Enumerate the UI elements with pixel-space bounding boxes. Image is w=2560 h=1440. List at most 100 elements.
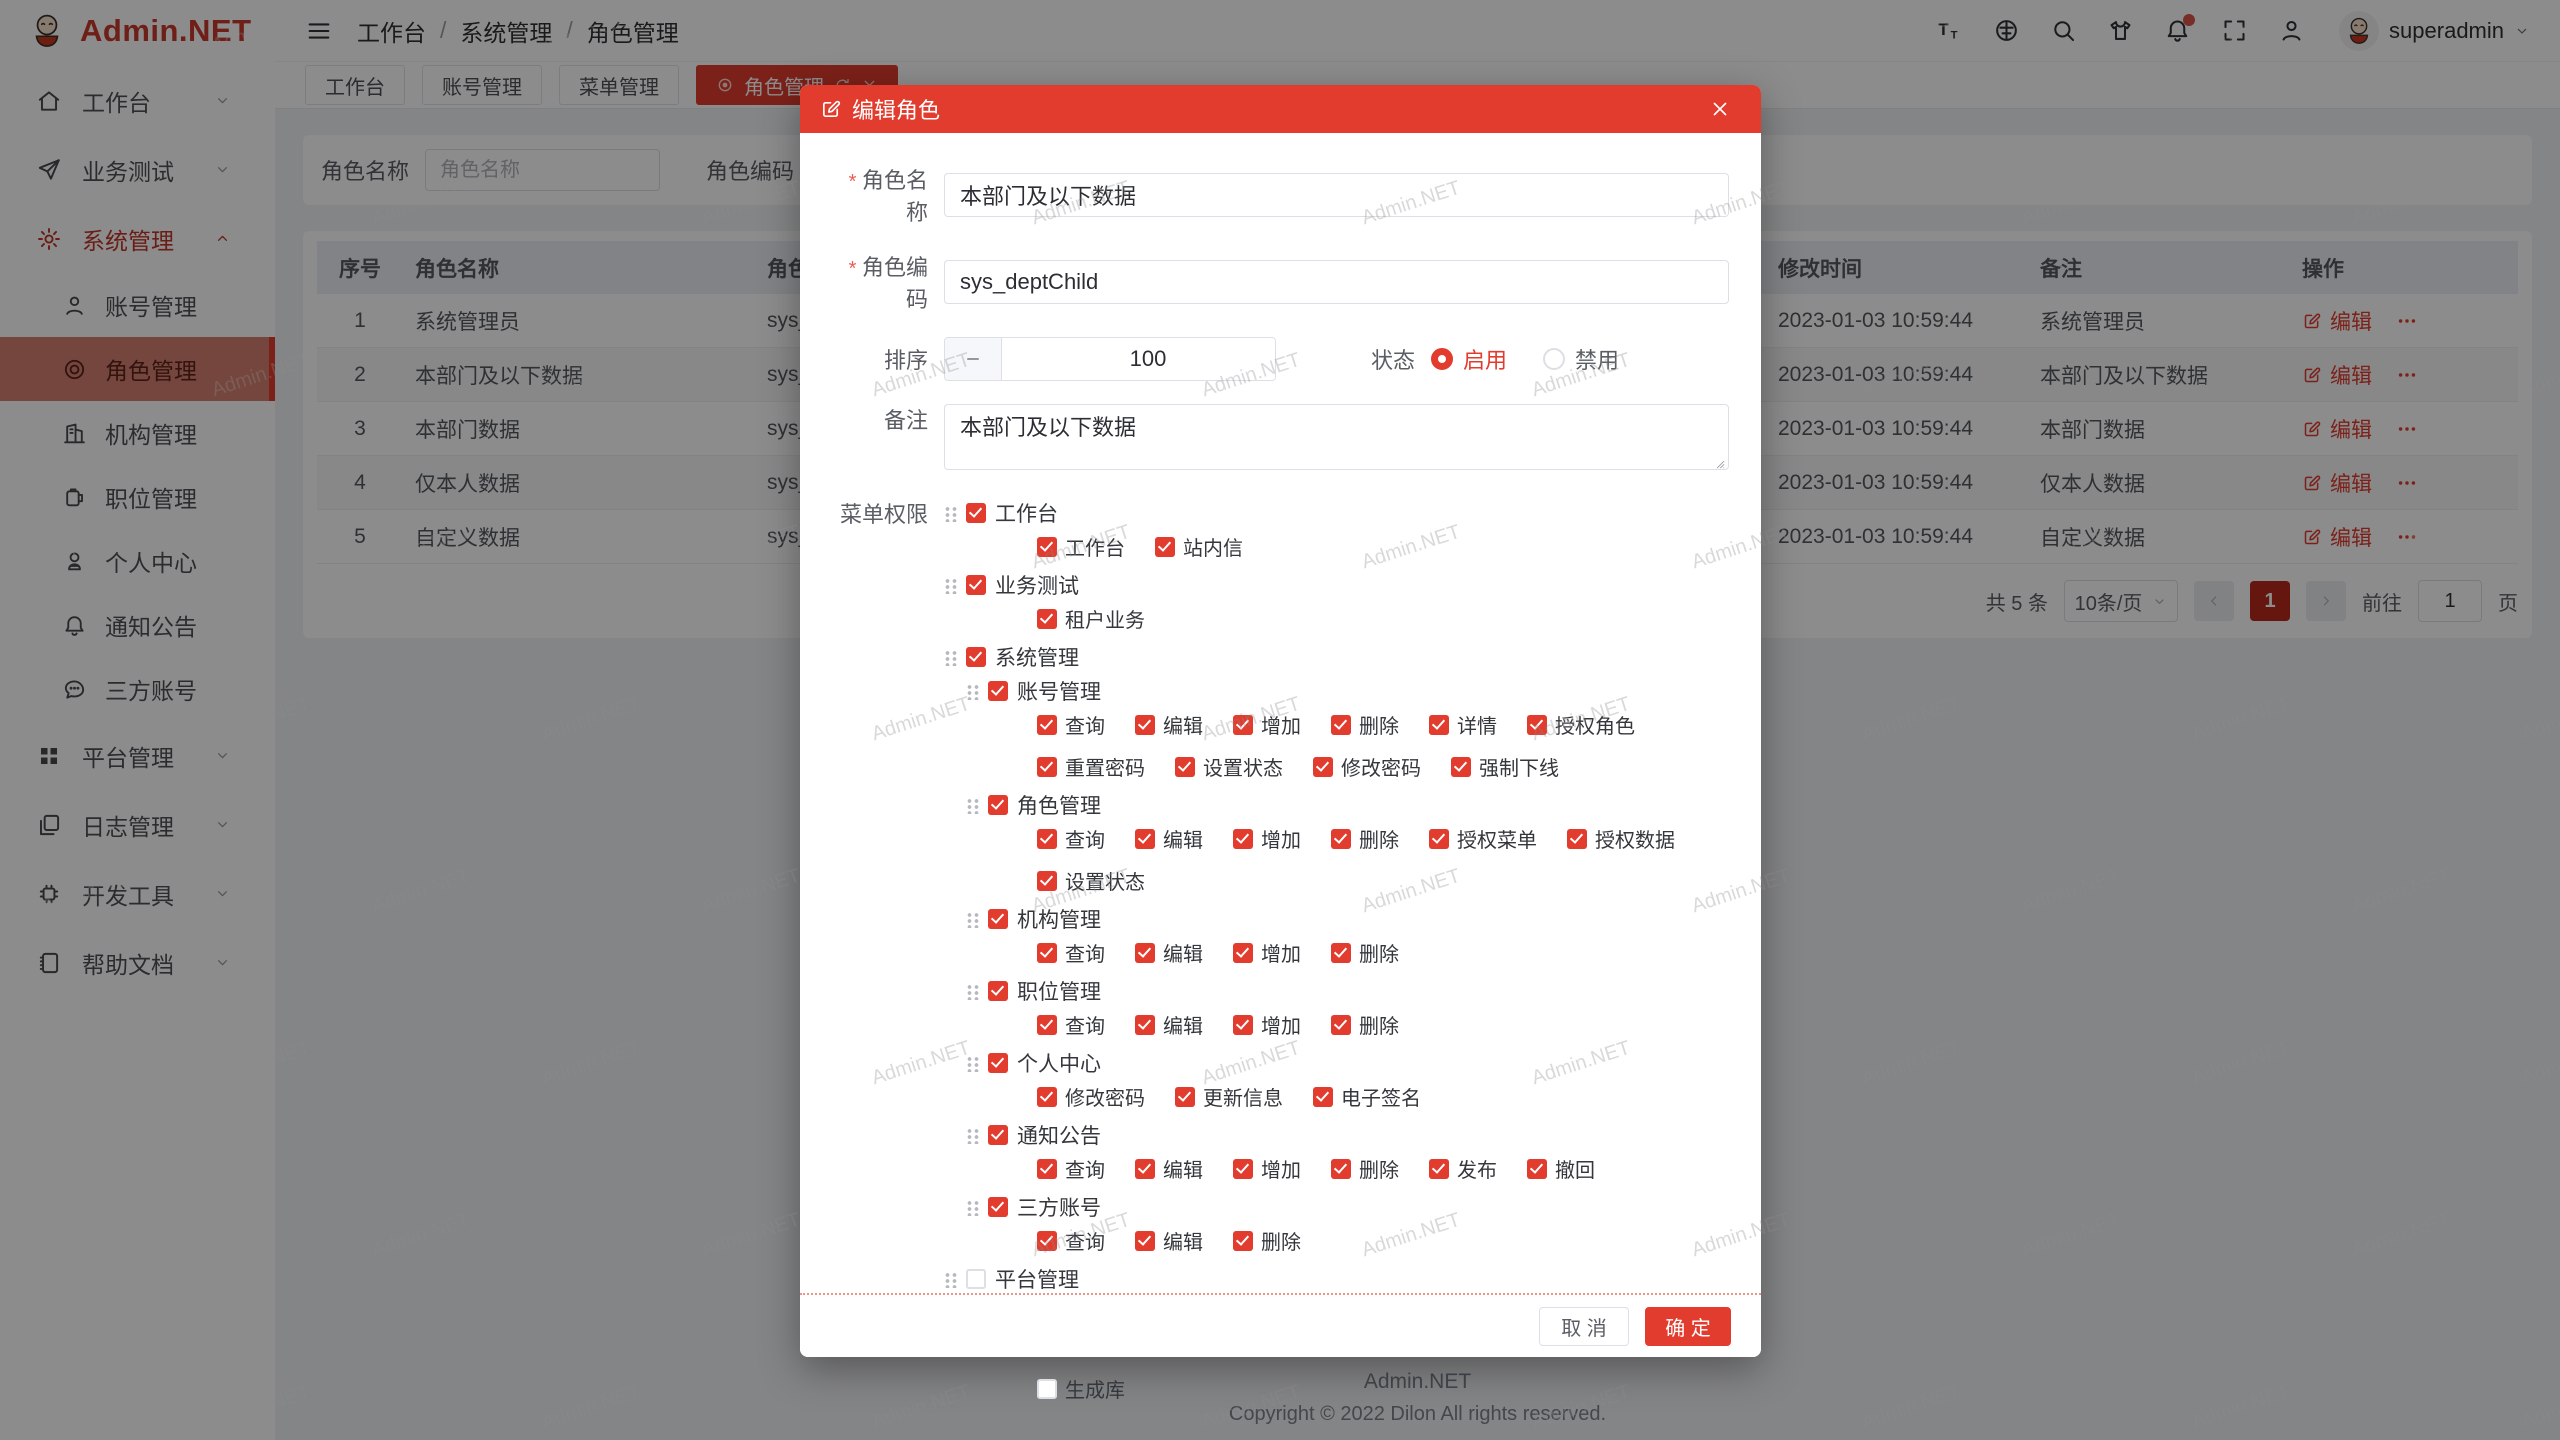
permission-增加[interactable]: 增加 xyxy=(1233,1010,1301,1039)
permission-编辑[interactable]: 编辑 xyxy=(1135,938,1203,967)
tree-node-label[interactable]: 三方账号 xyxy=(1017,1197,1101,1220)
permission-站内信[interactable]: 站内信 xyxy=(1155,532,1243,561)
checkbox-checked[interactable] xyxy=(1331,714,1351,735)
checkbox-checked[interactable] xyxy=(1037,942,1057,963)
breadcrumb-item[interactable]: 系统管理 xyxy=(460,19,553,46)
sidebar-item-三方账号[interactable]: 三方账号 xyxy=(0,657,275,721)
permission-生成库[interactable]: 生成库 xyxy=(1037,1374,1125,1403)
hamburger-menu-icon[interactable] xyxy=(305,17,333,45)
checkbox-checked[interactable] xyxy=(1331,1158,1351,1179)
drag-handle-icon[interactable] xyxy=(944,576,957,594)
permission-删除[interactable]: 删除 xyxy=(1233,1226,1301,1255)
permission-增加[interactable]: 增加 xyxy=(1233,938,1301,967)
goto-page-input[interactable] xyxy=(2418,580,2482,622)
checkbox-checked[interactable] xyxy=(988,681,1008,701)
edit-row-button[interactable]: 编辑 xyxy=(2330,364,2372,388)
permission-电子签名[interactable]: 电子签名 xyxy=(1313,1082,1421,1111)
current-page-button[interactable]: 1 xyxy=(2250,581,2290,621)
resize-grip-icon[interactable] xyxy=(1713,457,1726,470)
permission-查询[interactable]: 查询 xyxy=(1037,1010,1105,1039)
permission-查询[interactable]: 查询 xyxy=(1037,1226,1105,1255)
checkbox-checked[interactable] xyxy=(1037,536,1057,557)
permission-撤回[interactable]: 撤回 xyxy=(1527,1154,1595,1183)
edit-row-button[interactable]: 编辑 xyxy=(2330,472,2372,496)
checkbox-checked[interactable] xyxy=(1037,1014,1057,1035)
permission-授权菜单[interactable]: 授权菜单 xyxy=(1429,824,1537,853)
breadcrumb-item[interactable]: 角色管理 xyxy=(586,19,679,46)
permission-编辑[interactable]: 编辑 xyxy=(1135,1010,1203,1039)
sidebar-item-通知公告[interactable]: 通知公告 xyxy=(0,593,275,657)
sidebar-item-角色管理[interactable]: 角色管理 xyxy=(0,337,275,401)
permission-更新信息[interactable]: 更新信息 xyxy=(1175,1082,1283,1111)
permission-租户业务[interactable]: 租户业务 xyxy=(1037,604,1145,633)
sidebar-item-职位管理[interactable]: 职位管理 xyxy=(0,465,275,529)
sidebar-item-个人中心[interactable]: 个人中心 xyxy=(0,529,275,593)
permission-删除[interactable]: 删除 xyxy=(1331,938,1399,967)
tree-node-label[interactable]: 职位管理 xyxy=(1017,981,1101,1004)
checkbox-checked[interactable] xyxy=(1429,828,1449,849)
checkbox-checked[interactable] xyxy=(1313,756,1333,777)
checkbox-checked[interactable] xyxy=(1135,828,1155,849)
prev-page-button[interactable] xyxy=(2194,581,2234,621)
permission-删除[interactable]: 删除 xyxy=(1331,1154,1399,1183)
notification-icon[interactable] xyxy=(2164,14,2196,44)
checkbox-checked[interactable] xyxy=(1037,870,1057,891)
drag-handle-icon[interactable] xyxy=(944,1270,957,1288)
sidebar-group-5[interactable]: 开发工具 xyxy=(0,859,275,928)
tree-node-label[interactable]: 工作台 xyxy=(995,503,1058,526)
checkbox-checked[interactable] xyxy=(1233,828,1253,849)
checkbox-checked[interactable] xyxy=(988,1053,1008,1073)
checkbox-checked[interactable] xyxy=(1527,1158,1547,1179)
permission-强制下线[interactable]: 强制下线 xyxy=(1451,752,1559,781)
more-actions-button[interactable] xyxy=(2396,310,2418,332)
decrease-button[interactable] xyxy=(945,338,1001,380)
status-enabled-radio[interactable]: 启用 xyxy=(1431,343,1507,375)
search-icon[interactable] xyxy=(2050,17,2077,44)
permission-详情[interactable]: 详情 xyxy=(1429,710,1497,739)
permission-删除[interactable]: 删除 xyxy=(1331,1010,1399,1039)
permission-编辑[interactable]: 编辑 xyxy=(1135,710,1203,739)
permission-查询[interactable]: 查询 xyxy=(1037,1154,1105,1183)
drag-handle-icon[interactable] xyxy=(966,982,979,1000)
checkbox-checked[interactable] xyxy=(1175,756,1195,777)
next-page-button[interactable] xyxy=(2306,581,2346,621)
drag-handle-icon[interactable] xyxy=(966,796,979,814)
permission-授权数据[interactable]: 授权数据 xyxy=(1567,824,1675,853)
permission-设置状态[interactable]: 设置状态 xyxy=(1175,752,1283,781)
confirm-button[interactable]: 确 定 xyxy=(1645,1306,1731,1346)
cancel-button[interactable]: 取 消 xyxy=(1539,1306,1629,1346)
more-actions-button[interactable] xyxy=(2396,472,2418,494)
edit-row-button[interactable]: 编辑 xyxy=(2330,526,2372,550)
tab-菜单管理[interactable]: 菜单管理 xyxy=(559,65,679,105)
fullscreen-icon[interactable] xyxy=(2221,17,2248,44)
tree-node-label[interactable]: 业务测试 xyxy=(995,575,1079,598)
checkbox-checked[interactable] xyxy=(1233,1230,1253,1251)
permission-查询[interactable]: 查询 xyxy=(1037,710,1105,739)
language-icon[interactable] xyxy=(1993,17,2020,44)
logo[interactable]: Admin.NET xyxy=(0,0,275,62)
drag-handle-icon[interactable] xyxy=(966,1126,979,1144)
permission-增加[interactable]: 增加 xyxy=(1233,1154,1301,1183)
checkbox-checked[interactable] xyxy=(1233,1014,1253,1035)
role-name-search-input[interactable] xyxy=(425,149,661,191)
page-size-select[interactable]: 10条/页 xyxy=(2064,580,2178,622)
checkbox-checked[interactable] xyxy=(1429,714,1449,735)
role-name-input[interactable] xyxy=(944,173,1729,217)
checkbox-checked[interactable] xyxy=(1155,536,1175,557)
permission-编辑[interactable]: 编辑 xyxy=(1135,1226,1203,1255)
drag-handle-icon[interactable] xyxy=(966,1198,979,1216)
permission-编辑[interactable]: 编辑 xyxy=(1135,824,1203,853)
checkbox-checked[interactable] xyxy=(1233,714,1253,735)
sidebar-group-0[interactable]: 工作台 xyxy=(0,66,275,135)
checkbox-checked[interactable] xyxy=(1135,942,1155,963)
checkbox-checked[interactable] xyxy=(1135,1158,1155,1179)
drag-handle-icon[interactable] xyxy=(966,682,979,700)
status-disabled-radio[interactable]: 禁用 xyxy=(1543,343,1619,375)
tree-node-label[interactable]: 平台管理 xyxy=(995,1269,1079,1292)
checkbox-unchecked[interactable] xyxy=(1037,1378,1057,1399)
permission-删除[interactable]: 删除 xyxy=(1331,710,1399,739)
permission-查询[interactable]: 查询 xyxy=(1037,824,1105,853)
checkbox-checked[interactable] xyxy=(1037,608,1057,629)
sidebar-item-账号管理[interactable]: 账号管理 xyxy=(0,273,275,337)
checkbox-checked[interactable] xyxy=(1331,1014,1351,1035)
